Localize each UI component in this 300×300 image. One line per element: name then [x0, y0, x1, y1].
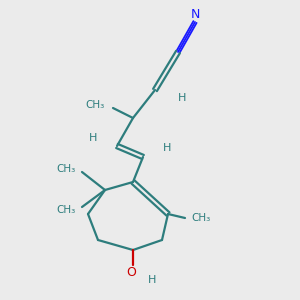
Text: CH₃: CH₃ — [57, 164, 76, 174]
Text: H: H — [148, 275, 156, 285]
Text: H: H — [178, 93, 186, 103]
Text: H: H — [163, 143, 171, 153]
Text: O: O — [126, 266, 136, 280]
Text: CH₃: CH₃ — [57, 205, 76, 215]
Text: N: N — [190, 8, 200, 22]
Text: CH₃: CH₃ — [86, 100, 105, 110]
Text: H: H — [89, 133, 97, 143]
Text: CH₃: CH₃ — [191, 213, 210, 223]
